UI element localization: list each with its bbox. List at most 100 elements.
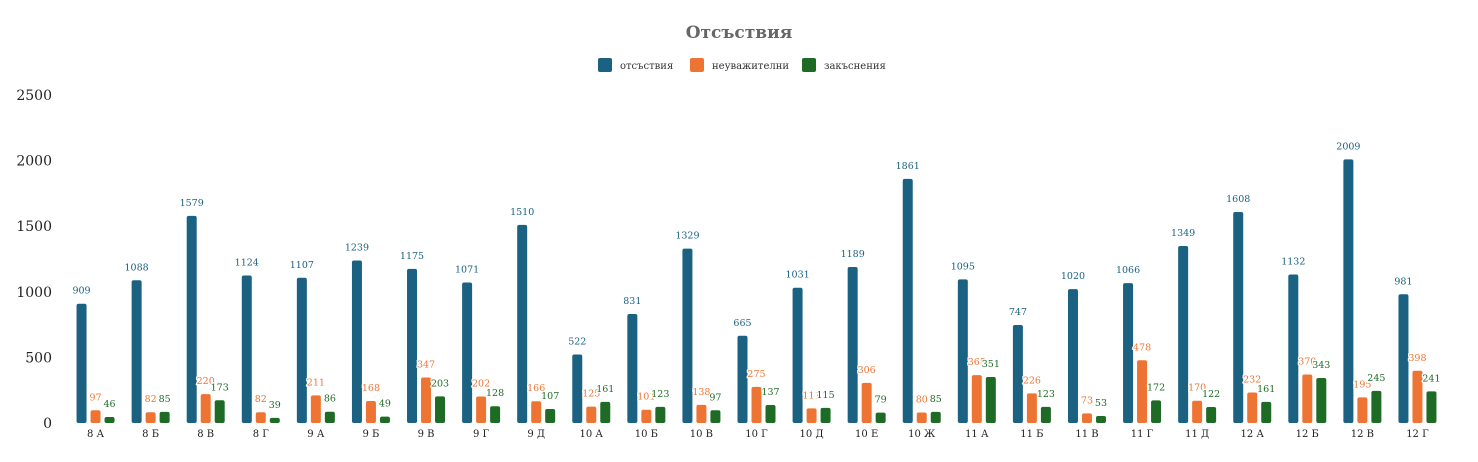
data-label: 981 [1394, 276, 1412, 287]
x-tick-label: 9 А [307, 429, 325, 440]
x-tick-label: 10 Ж [908, 429, 936, 440]
bar-1-10-Б [627, 313, 638, 423]
data-label: 1349 [1171, 228, 1195, 239]
bar-1-11-Б [1012, 324, 1023, 423]
data-label: 170 [1188, 383, 1206, 394]
x-tick-label: 8 Г [253, 429, 270, 440]
bar-1-11-Д [1178, 246, 1189, 423]
bar-1-9-Д [517, 224, 528, 423]
bar-3-10-Е [875, 412, 886, 423]
bar-2-12-Г [1412, 370, 1423, 423]
bar-3-11-Д [1206, 406, 1217, 423]
legend-swatch [598, 58, 612, 72]
bar-1-12-А [1233, 212, 1244, 423]
x-tick-label: 10 В [690, 429, 713, 440]
bar-3-9-Б [379, 416, 390, 423]
bar-3-9-Г [490, 406, 501, 423]
bar-2-11-А [971, 375, 982, 423]
bar-3-10-Ж [930, 411, 941, 423]
legend-label: неуважителни [712, 61, 789, 72]
x-tick-label: 12 А [1240, 429, 1264, 440]
data-label: 241 [1422, 373, 1440, 384]
legend-label: закъснения [824, 61, 886, 72]
bar-1-11-А [957, 279, 968, 423]
bar-2-10-Б [641, 409, 652, 423]
bar-1-12-Б [1288, 274, 1299, 423]
data-label: 195 [1353, 379, 1371, 390]
legend-item-1[interactable]: отсъствия [598, 58, 673, 72]
x-tick-label: 9 Б [362, 429, 379, 440]
bar-2-8-А [90, 410, 101, 423]
data-label: 365 [968, 357, 986, 368]
bar-2-9-Д [531, 401, 542, 423]
y-tick-label: 500 [25, 350, 52, 366]
bar-2-8-Б [145, 412, 156, 423]
data-label: 478 [1133, 342, 1151, 353]
data-label: 831 [623, 296, 641, 307]
data-label: 202 [472, 378, 490, 389]
data-label: 111 [803, 390, 821, 401]
data-label: 1329 [675, 231, 699, 242]
data-label: 1861 [896, 161, 920, 172]
bar-2-11-Д [1192, 400, 1203, 423]
x-tick-label: 10 Б [635, 429, 658, 440]
bar-3-12-Б [1316, 377, 1327, 423]
data-label: 173 [211, 382, 229, 393]
data-label: 85 [159, 394, 171, 405]
bar-3-11-Г [1151, 400, 1162, 423]
y-axis: 0 500 1000 1500 2000 2500 [16, 88, 52, 432]
data-label: 909 [72, 286, 90, 297]
legend[interactable]: отсъствия неуважителни закъснения [598, 58, 886, 72]
data-label: 226 [1023, 375, 1041, 386]
data-label: 343 [1312, 360, 1330, 371]
legend-swatch [802, 58, 816, 72]
data-label: 125 [582, 389, 600, 400]
x-tick-label: 10 Е [855, 429, 878, 440]
bar-1-8-В [186, 215, 197, 423]
bar-1-11-В [1067, 289, 1078, 423]
bar-3-9-А [324, 411, 335, 423]
bar-3-10-Б [655, 406, 666, 423]
data-label: 82 [255, 394, 267, 405]
x-tick-label: 11 А [965, 429, 989, 440]
x-tick-label: 9 В [418, 429, 435, 440]
bar-1-10-А [572, 354, 583, 423]
legend-item-3[interactable]: закъснения [802, 58, 886, 72]
bar-2-9-Г [476, 396, 487, 423]
bar-1-10-Ж [902, 178, 913, 423]
x-tick-label: 11 Б [1020, 429, 1043, 440]
bar-3-12-Г [1426, 391, 1437, 423]
bar-1-10-Г [737, 335, 748, 423]
legend-item-2[interactable]: неуважителни [690, 58, 789, 72]
bar-3-10-В [710, 410, 721, 423]
data-label: 522 [568, 337, 586, 348]
legend-label: отсъствия [620, 61, 673, 72]
x-tick-label: 10 А [580, 429, 604, 440]
bar-1-10-Е [847, 267, 858, 423]
data-label: 73 [1081, 395, 1093, 406]
data-label: 85 [930, 394, 942, 405]
x-tick-label: 12 Б [1296, 429, 1319, 440]
bar-2-12-Б [1302, 374, 1313, 423]
data-label: 1175 [400, 251, 424, 262]
bar-2-10-Г [751, 386, 762, 423]
bar-3-9-В [435, 396, 446, 423]
data-label: 347 [417, 359, 435, 370]
data-label: 107 [541, 391, 559, 402]
data-label: 82 [145, 394, 157, 405]
y-tick-label: 1000 [16, 285, 52, 301]
data-label: 220 [197, 376, 215, 387]
data-label: 39 [269, 400, 281, 411]
data-label: 79 [875, 395, 887, 406]
data-label: 351 [982, 359, 1000, 370]
data-label: 1071 [455, 264, 479, 275]
bar-2-11-В [1081, 413, 1092, 423]
bar-3-8-А [104, 416, 115, 423]
data-label: 2009 [1336, 141, 1360, 152]
bar-3-12-В [1371, 390, 1382, 423]
x-tick-label: 11 Г [1131, 429, 1154, 440]
bar-3-10-А [600, 401, 611, 423]
bar-1-11-Г [1123, 283, 1134, 423]
